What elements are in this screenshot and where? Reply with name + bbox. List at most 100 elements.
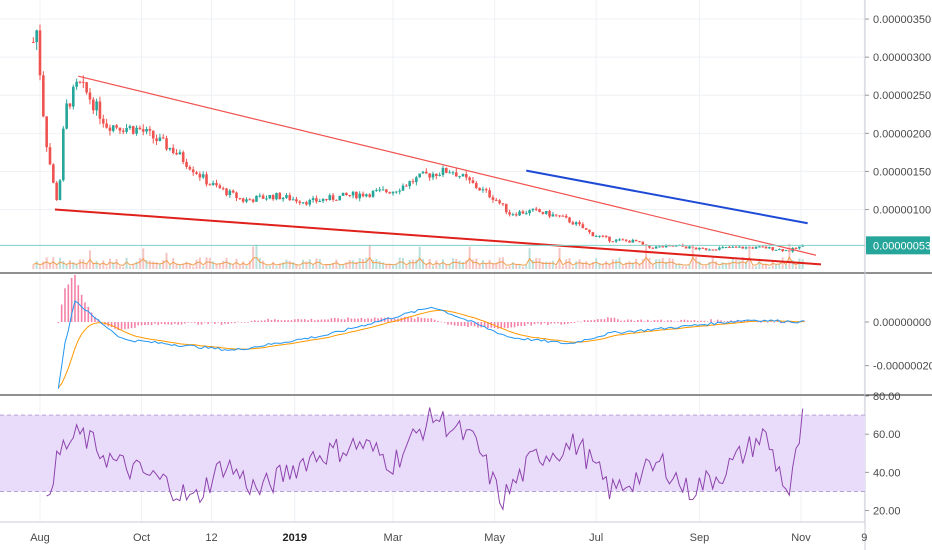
histogram-bar <box>660 319 662 322</box>
candle-body <box>348 195 352 197</box>
candle-body <box>305 202 308 205</box>
volume-bar <box>491 262 494 269</box>
volume-bar <box>695 257 698 269</box>
volume-bar <box>195 259 198 269</box>
histogram-bar <box>164 322 166 325</box>
candle-body <box>478 187 481 191</box>
histogram-bar <box>287 320 289 322</box>
candle <box>438 172 441 177</box>
candle <box>738 245 741 248</box>
histogram-bar <box>803 321 806 322</box>
candle <box>768 246 771 249</box>
candle-body <box>711 249 715 251</box>
volume-bar <box>282 262 285 269</box>
candle-body <box>624 239 628 241</box>
candle <box>235 191 238 202</box>
histogram-bar <box>184 322 186 324</box>
volume-bar <box>465 260 468 269</box>
histogram-bar <box>227 322 229 324</box>
volume-bar <box>475 258 478 269</box>
histogram-bar <box>543 322 546 324</box>
candle <box>225 188 228 197</box>
candle <box>491 194 495 203</box>
histogram-bar <box>270 319 273 322</box>
candle-body <box>481 189 485 191</box>
candle-body <box>201 174 205 178</box>
volume-bar <box>202 266 205 269</box>
candle <box>624 238 628 243</box>
candle-body <box>471 180 475 183</box>
candle-body <box>55 182 58 200</box>
volume-bar <box>375 258 378 269</box>
volume-bar <box>421 259 424 269</box>
candle <box>245 197 248 204</box>
volume-bar <box>501 257 504 269</box>
volume-bar <box>541 261 544 269</box>
volume-bar <box>615 259 618 269</box>
volume-bar <box>192 266 195 269</box>
volume-bar <box>535 257 538 269</box>
volume-bar <box>112 262 115 269</box>
volume-bar <box>198 257 201 269</box>
rsi-tick-label: 20.00 <box>873 506 901 518</box>
volume-bar <box>505 266 508 269</box>
candle-body <box>65 103 68 129</box>
histogram-bar <box>174 322 176 324</box>
candle <box>638 240 641 243</box>
volume-bar <box>571 266 574 269</box>
candle-body <box>191 169 195 173</box>
volume-bar <box>685 266 688 269</box>
volume-bar <box>352 260 355 269</box>
candle <box>704 248 708 251</box>
candle <box>331 193 335 202</box>
candle-body <box>315 198 318 202</box>
candle <box>65 99 68 130</box>
candle <box>694 247 698 250</box>
candle-body <box>98 101 102 119</box>
candle-body <box>325 199 328 201</box>
candle <box>534 206 538 212</box>
candle-body <box>418 173 421 178</box>
volume-bar <box>312 264 315 269</box>
volume-bar <box>125 257 128 269</box>
histogram-bar <box>377 318 379 322</box>
candle-body <box>781 249 784 252</box>
volume-bar <box>98 264 101 269</box>
histogram-bar <box>670 320 672 322</box>
histogram-bar <box>610 317 612 322</box>
candle-body <box>455 172 458 177</box>
candle-body <box>171 147 175 153</box>
candle <box>651 247 655 250</box>
volume-bar <box>585 261 588 269</box>
candle <box>211 180 215 186</box>
candle <box>481 186 485 193</box>
candle-body <box>181 152 185 162</box>
histogram-bar <box>57 322 60 324</box>
candle <box>658 246 661 248</box>
candle <box>275 192 278 201</box>
candle-body <box>265 198 268 200</box>
volume-bar <box>471 259 474 269</box>
histogram-bar <box>147 322 150 325</box>
candle-body <box>301 202 305 204</box>
candle <box>391 191 395 196</box>
candle <box>42 71 45 118</box>
histogram-bar <box>700 320 702 322</box>
candle-body <box>601 235 605 237</box>
candle <box>558 215 561 218</box>
volume-bar <box>735 259 738 269</box>
volume-bar <box>721 262 724 269</box>
candle <box>285 193 288 199</box>
candle <box>191 166 195 176</box>
volume-bar <box>298 266 301 269</box>
histogram-bar <box>583 319 586 322</box>
volume-bar <box>405 265 408 269</box>
candle <box>411 178 415 185</box>
candle <box>78 80 82 84</box>
histogram-bar <box>703 320 706 322</box>
volume-bar <box>791 260 794 269</box>
volume-bar <box>521 266 524 269</box>
histogram-bar <box>617 319 619 322</box>
candle-body <box>85 82 88 93</box>
histogram-bar <box>430 318 433 322</box>
